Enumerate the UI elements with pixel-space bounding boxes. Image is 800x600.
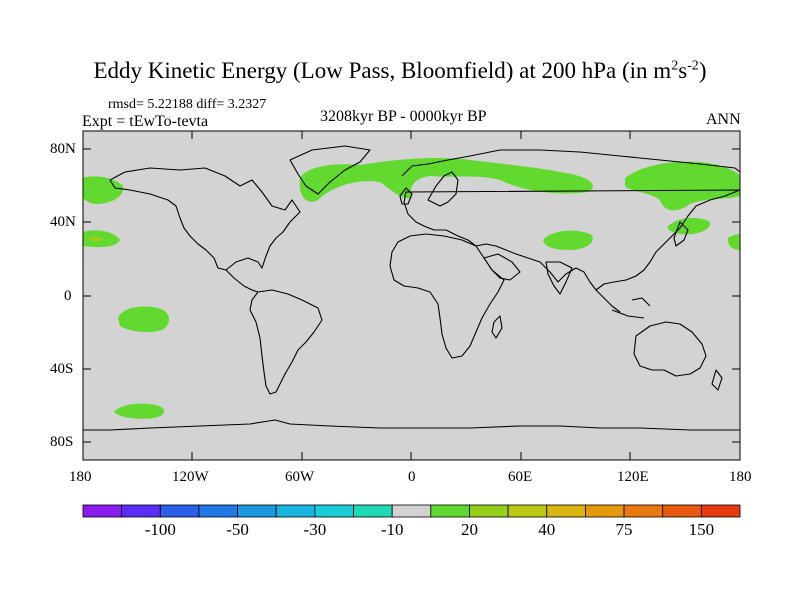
- lon-tick-label: 0: [408, 469, 416, 485]
- coast-arabia: [483, 253, 521, 281]
- colorbar-swatch: [546, 504, 586, 518]
- stats-label: rmsd= 5.22188 diff= 3.2327: [108, 97, 267, 112]
- region-southern-ocean: [114, 403, 165, 419]
- lon-tick-label: 120W: [172, 469, 209, 485]
- colorbar-swatch: [275, 504, 316, 518]
- colorbar-swatch: [430, 504, 470, 518]
- coast-india: [545, 261, 573, 295]
- coast-australia: [633, 321, 707, 377]
- plot-title: Eddy Kinetic Energy (Low Pass, Bloomfiel…: [93, 58, 707, 83]
- lon-tick-label: 60E: [508, 469, 533, 485]
- colorbar-label: -30: [303, 520, 327, 539]
- coast-british-isles: [399, 187, 413, 205]
- lat-tick-label: 80S: [50, 434, 74, 450]
- coast-new-zealand: [711, 369, 723, 391]
- region-north-atlantic: [299, 157, 593, 202]
- colorbar-label: 150: [688, 520, 715, 539]
- colorbar-swatch: [237, 504, 277, 518]
- lon-tick-label: 180: [69, 469, 92, 485]
- colorbar-swatch: [314, 504, 354, 518]
- season-label: ANN: [706, 111, 741, 128]
- region-tropical-east-pacific: [118, 306, 170, 333]
- period-label: 3208kyr BP - 0000kyr BP: [320, 108, 487, 125]
- lat-tick-label: 40S: [50, 361, 74, 377]
- colorbar: [82, 504, 741, 518]
- lon-tick-label: 60W: [285, 469, 315, 485]
- colorbar-swatch: [585, 504, 625, 518]
- colorbar-swatch: [391, 504, 432, 518]
- axis-ticks: [82, 131, 741, 460]
- region-core-20-40: [88, 236, 104, 242]
- coast-south-america: [249, 289, 323, 395]
- colorbar-swatch: [82, 504, 123, 518]
- colorbar-label: -50: [226, 520, 249, 539]
- colorbar-label: 75: [615, 520, 633, 539]
- region-north-pacific-west-edge: [83, 176, 124, 204]
- colorbar-swatch: [353, 504, 393, 518]
- colorbar-label: -10: [380, 520, 404, 539]
- coast-north-america: [109, 167, 301, 271]
- colorbar-label: 40: [538, 520, 556, 539]
- lon-tick-label: 180: [729, 469, 752, 485]
- lon-tick-label: 120E: [617, 469, 649, 485]
- coast-madagascar: [491, 315, 503, 339]
- coast-eurasia: [401, 149, 741, 291]
- region-central-north-pacific-east: [727, 234, 740, 250]
- lat-tick-label: 80N: [50, 141, 76, 157]
- coastlines: [83, 145, 741, 431]
- colorbar-swatch: [198, 504, 238, 518]
- lat-tick-label: 0: [64, 288, 72, 304]
- colorbar-label: -100: [144, 520, 176, 539]
- colorbar-label: 20: [460, 520, 478, 539]
- colorbar-swatch: [469, 504, 509, 518]
- colorbar-swatch: [121, 504, 161, 518]
- lat-tick-label: 40N: [50, 214, 76, 230]
- colorbar-swatch: [507, 504, 548, 518]
- colorbar-swatch: [662, 504, 702, 518]
- coast-antarctica: [83, 419, 740, 431]
- colorbar-swatch: [159, 504, 200, 518]
- coast-japan: [673, 221, 689, 247]
- coast-scandinavia: [427, 171, 459, 207]
- colorbar-swatch: [700, 504, 741, 518]
- coast-southeast-asia: [595, 289, 651, 319]
- anomaly-fill-layer: [83, 157, 740, 419]
- experiment-label: Expt = tEwTo-tevta: [82, 113, 209, 130]
- coast-africa: [389, 233, 505, 359]
- colorbar-swatch: [623, 504, 664, 518]
- coast-greenland: [289, 145, 371, 195]
- region-northeast-siberia: [625, 161, 740, 211]
- region-central-asia: [543, 230, 593, 250]
- coast-central-america: [225, 269, 259, 293]
